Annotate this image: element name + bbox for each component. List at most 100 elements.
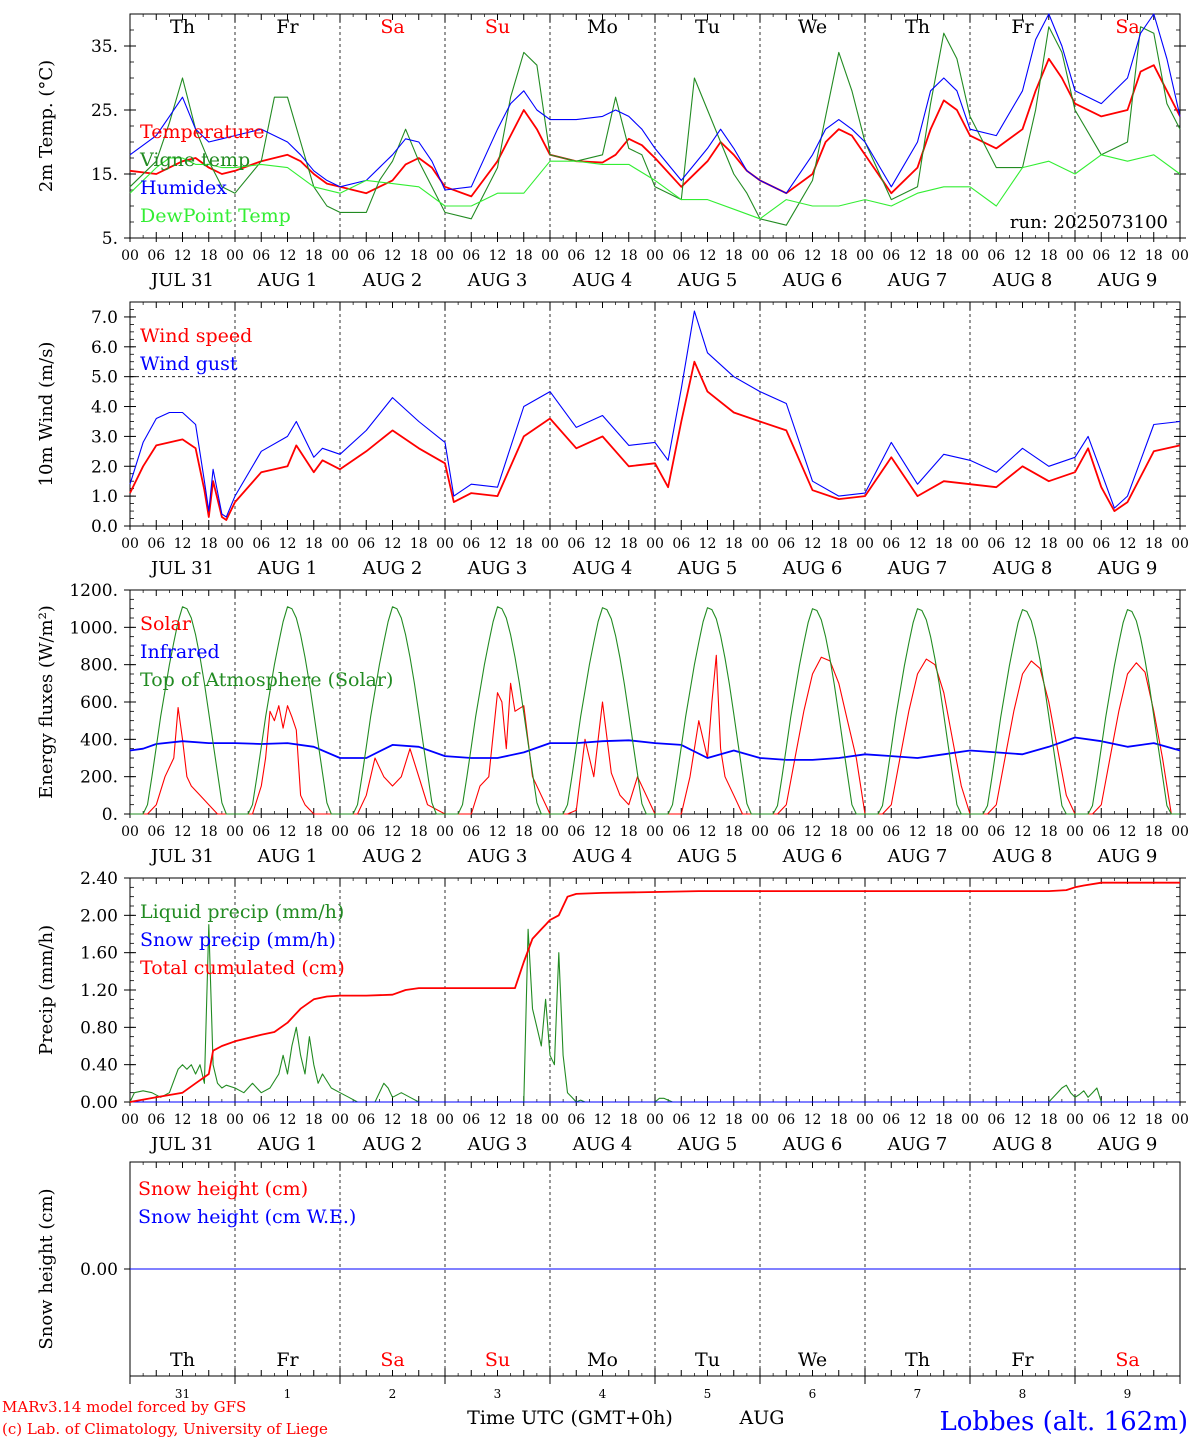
hour-label: 00 [1066,1112,1084,1128]
date-label: AUG 8 [992,846,1053,867]
hour-label: 18 [935,248,953,264]
hour-label: 00 [1066,536,1084,552]
hour-label: 00 [1171,536,1189,552]
legend-entry: Liquid precip (mm/h) [140,901,344,923]
hour-label: 12 [489,1112,507,1128]
hour-label: 00 [541,1112,559,1128]
date-label: AUG 6 [782,846,843,867]
y-tick-label: 0. [102,805,118,825]
wind-panel: 0.0 1.0 2.0 3.0 4.0 5.0 6.0 7.0 10m Wind (m/s) 00… [36,301,1189,579]
hour-label: 18 [1145,536,1163,552]
hour-label: 12 [1014,536,1032,552]
hour-label: 00 [331,536,349,552]
day-number: 6 [809,1387,817,1401]
hour-label: 00 [646,1112,664,1128]
day-number: 4 [599,1387,607,1401]
date-label: AUG 8 [992,270,1053,291]
hour-label: 18 [200,824,218,840]
hour-label: 00 [541,248,559,264]
y-tick-label: 1.60 [80,944,118,964]
hour-label: 18 [1145,248,1163,264]
hour-label: 18 [200,1112,218,1128]
hour-label: 12 [909,248,927,264]
date-label: AUG 1 [257,846,318,867]
hour-label: 12 [804,824,822,840]
date-label: AUG 1 [257,558,318,579]
legend-entry: Wind gust [140,353,238,375]
hour-label: 18 [200,248,218,264]
hour-label: 06 [777,248,795,264]
date-label: JUL 31 [149,1134,214,1155]
y-tick-label: 25. [91,101,118,121]
day-number: 8 [1019,1387,1027,1401]
x-axis-label: Time UTC (GMT+0h) [467,1407,673,1429]
hour-label: 06 [672,536,690,552]
hour-label: 12 [909,536,927,552]
hour-label: 12 [1014,1112,1032,1128]
day-number: 7 [914,1387,922,1401]
hour-label: 12 [279,1112,297,1128]
month-label: AUG [739,1407,785,1429]
y-tick-label: 0.80 [80,1018,118,1038]
hour-label: 06 [252,536,270,552]
hour-label: 00 [121,248,139,264]
weekday-label: We [798,1349,827,1371]
hour-label: 18 [305,1112,323,1128]
hour-label: 00 [436,1112,454,1128]
hour-label: 12 [699,248,717,264]
hour-label: 00 [1171,1112,1189,1128]
y-tick-label: 5.0 [91,368,118,388]
hour-label: 00 [1066,824,1084,840]
hour-label: 00 [751,248,769,264]
legend-entry: Humidex [140,177,227,199]
hour-label: 18 [725,824,743,840]
date-label: AUG 2 [362,270,423,291]
hour-label: 18 [1040,824,1058,840]
hour-label: 18 [1040,248,1058,264]
date-label: AUG 3 [467,270,528,291]
date-label: AUG 8 [992,1134,1053,1155]
legend-entry: Top of Atmosphere (Solar) [140,669,393,691]
y-tick-label: 2.00 [80,906,118,926]
series-line-solar [130,654,1180,815]
hour-label: 12 [699,1112,717,1128]
hour-label: 00 [226,248,244,264]
panel-frame [129,589,1181,815]
hour-label: 06 [882,536,900,552]
date-label: AUG 2 [362,558,423,579]
hour-label: 00 [226,1112,244,1128]
hour-label: 00 [436,248,454,264]
weekday-label: Sa [1115,1349,1139,1371]
hour-label: 12 [594,1112,612,1128]
y-axis-label: Precip (mm/h) [36,925,57,1055]
date-label: AUG 3 [467,558,528,579]
hour-label: 06 [672,824,690,840]
date-label: JUL 31 [149,270,214,291]
series-line-humidex [129,13,1181,194]
hour-label: 00 [541,824,559,840]
hour-label: 06 [252,824,270,840]
hour-label: 18 [305,536,323,552]
date-label: AUG 9 [1097,846,1158,867]
y-tick-label: 0.0 [91,517,118,537]
hour-label: 12 [1119,1112,1137,1128]
legend-entry: DewPoint Temp [140,205,291,227]
hour-label: 12 [594,248,612,264]
hour-label: 18 [935,536,953,552]
hour-label: 00 [1171,824,1189,840]
y-tick-label: 35. [91,37,118,57]
weekday-label: Tu [695,1349,720,1371]
weekday-label: We [798,16,827,38]
hour-label: 12 [909,1112,927,1128]
weekday-label: Tu [695,16,720,38]
hour-label: 12 [594,824,612,840]
hour-label: 12 [804,1112,822,1128]
hour-label: 00 [436,824,454,840]
y-tick-label: 0.00 [80,1093,118,1113]
hour-label: 18 [515,536,533,552]
hour-label: 12 [489,824,507,840]
hour-label: 00 [751,824,769,840]
hour-label: 00 [541,536,559,552]
y-tick-label: 800. [80,656,118,676]
